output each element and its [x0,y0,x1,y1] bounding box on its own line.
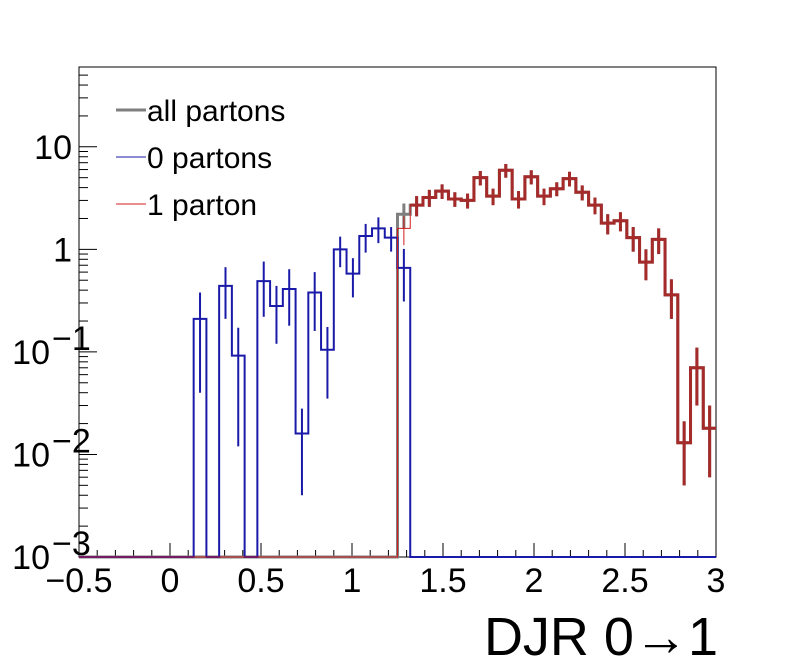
x-tick-label: 0 [161,562,180,600]
series-layer [79,163,716,559]
legend: all partons 0 partons 1 parton [116,95,285,222]
legend-label: all partons [147,95,285,128]
legend-label: 0 partons [147,142,272,175]
x-tick-label: 1 [343,562,362,600]
y-tick-label: 10 [12,436,50,474]
y-tick-exponent: −2 [52,422,91,460]
x-tick-label: −0.5 [45,562,112,600]
series-overlay [410,163,716,486]
y-tick-label: 10 [34,129,72,167]
x-tick-label: 0.5 [237,562,284,600]
y-axis-ticks [79,66,97,558]
y-tick-label: 1 [53,231,72,269]
x-tick-label: 2.5 [601,562,648,600]
series-line [79,227,716,558]
x-tick-label: 3 [707,562,726,600]
y-tick-exponent: −3 [52,525,91,563]
y-tick-label: 10 [12,539,50,577]
y-tick-exponent: −1 [52,320,91,358]
x-tick-label: 1.5 [419,562,466,600]
series-0-partons [79,217,716,558]
y-tick-label: 10 [12,334,50,372]
x-tick-label: 2 [525,562,544,600]
x-axis-title: DJR 0→1 [484,607,718,667]
legend-label: 1 parton [147,189,257,222]
x-axis-tick-labels: −0.5 0 0.5 1 1.5 2 2.5 3 [45,562,725,600]
overlay-line [410,168,716,445]
